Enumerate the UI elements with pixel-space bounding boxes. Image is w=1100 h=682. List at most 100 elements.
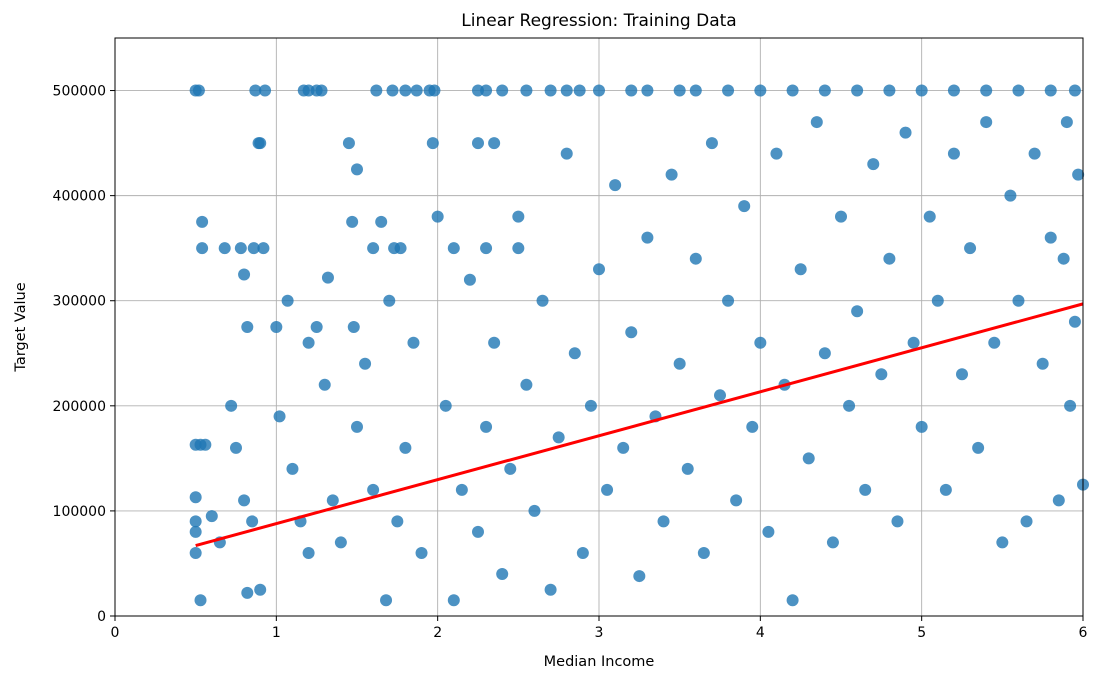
data-point	[439, 399, 452, 412]
data-point	[270, 321, 283, 333]
data-point	[496, 567, 509, 580]
data-point	[786, 594, 799, 607]
data-point	[714, 389, 726, 402]
data-point	[480, 84, 493, 97]
data-point	[488, 336, 501, 349]
data-point	[560, 84, 573, 97]
data-point	[428, 84, 441, 97]
data-point	[346, 215, 359, 228]
data-point	[321, 271, 334, 284]
data-point	[625, 326, 638, 339]
data-point	[657, 515, 670, 528]
data-point	[189, 515, 202, 528]
x-tick-label: 2	[433, 625, 442, 641]
data-point	[843, 399, 856, 412]
x-axis: 0 1 2 3 4 5 6	[111, 616, 1088, 641]
scatter-points	[189, 84, 1089, 607]
data-point	[915, 84, 928, 97]
data-point	[192, 84, 205, 97]
data-point	[415, 546, 428, 559]
data-point	[947, 84, 960, 97]
data-point	[641, 84, 654, 97]
data-point	[410, 84, 423, 97]
data-point	[939, 483, 952, 496]
data-point	[249, 84, 262, 97]
data-point	[407, 336, 420, 349]
data-point	[851, 84, 864, 97]
data-point	[568, 347, 581, 360]
data-point	[762, 525, 775, 538]
data-point	[315, 84, 328, 97]
data-point	[273, 410, 286, 423]
data-point	[399, 84, 412, 97]
data-point	[851, 305, 864, 318]
data-point	[786, 84, 799, 97]
regression-line	[195, 302, 1084, 548]
data-point	[1044, 231, 1057, 244]
fit-line-layer	[195, 302, 1084, 548]
y-tick-label: 500000	[53, 84, 106, 100]
data-point	[234, 242, 247, 255]
data-point	[544, 84, 557, 97]
data-point	[370, 84, 383, 97]
data-point	[573, 84, 586, 97]
data-point	[225, 399, 238, 412]
chart-title: Linear Regression: Training Data	[461, 11, 736, 31]
data-point	[1068, 84, 1081, 97]
data-point	[593, 263, 605, 276]
data-point	[463, 273, 476, 286]
data-point	[689, 84, 702, 97]
y-tick-label: 200000	[53, 399, 106, 415]
data-point	[472, 525, 484, 538]
y-axis: 0 100000 200000 300000 400000 500000	[53, 84, 115, 625]
data-point	[1012, 294, 1025, 307]
data-point	[956, 368, 968, 381]
data-point	[257, 242, 270, 255]
data-point	[241, 586, 254, 599]
data-point	[496, 84, 509, 97]
data-point	[722, 294, 735, 307]
data-point	[426, 137, 439, 150]
data-point	[576, 546, 589, 559]
data-point	[681, 462, 694, 475]
data-point	[196, 242, 209, 255]
data-point	[281, 294, 294, 307]
data-point	[247, 242, 260, 255]
data-point	[996, 536, 1009, 549]
data-point	[915, 420, 928, 433]
data-point	[641, 231, 654, 244]
data-point	[238, 494, 251, 507]
data-point	[665, 168, 678, 181]
data-point	[241, 321, 254, 333]
data-point	[818, 84, 831, 97]
data-point	[520, 378, 533, 391]
data-point	[875, 368, 888, 381]
data-point	[194, 594, 207, 607]
data-point	[980, 116, 993, 129]
data-point	[883, 84, 896, 97]
data-point	[907, 336, 920, 349]
data-point	[189, 491, 202, 504]
data-point	[367, 483, 380, 496]
y-tick-label: 0	[97, 609, 106, 625]
data-point	[536, 294, 549, 307]
data-point	[528, 504, 541, 517]
data-point	[633, 570, 646, 583]
data-point	[504, 462, 517, 475]
data-point	[722, 84, 735, 97]
data-point	[754, 84, 767, 97]
data-point	[380, 594, 393, 607]
x-tick-label: 4	[756, 625, 765, 641]
data-point	[617, 441, 630, 454]
data-point	[254, 583, 267, 596]
data-point	[334, 536, 347, 549]
data-point	[189, 525, 202, 538]
data-point	[738, 200, 751, 213]
data-point	[593, 84, 605, 97]
data-point	[1057, 252, 1070, 265]
data-point	[891, 515, 904, 528]
data-point	[826, 536, 839, 549]
data-point	[512, 242, 525, 255]
data-point	[205, 510, 218, 523]
